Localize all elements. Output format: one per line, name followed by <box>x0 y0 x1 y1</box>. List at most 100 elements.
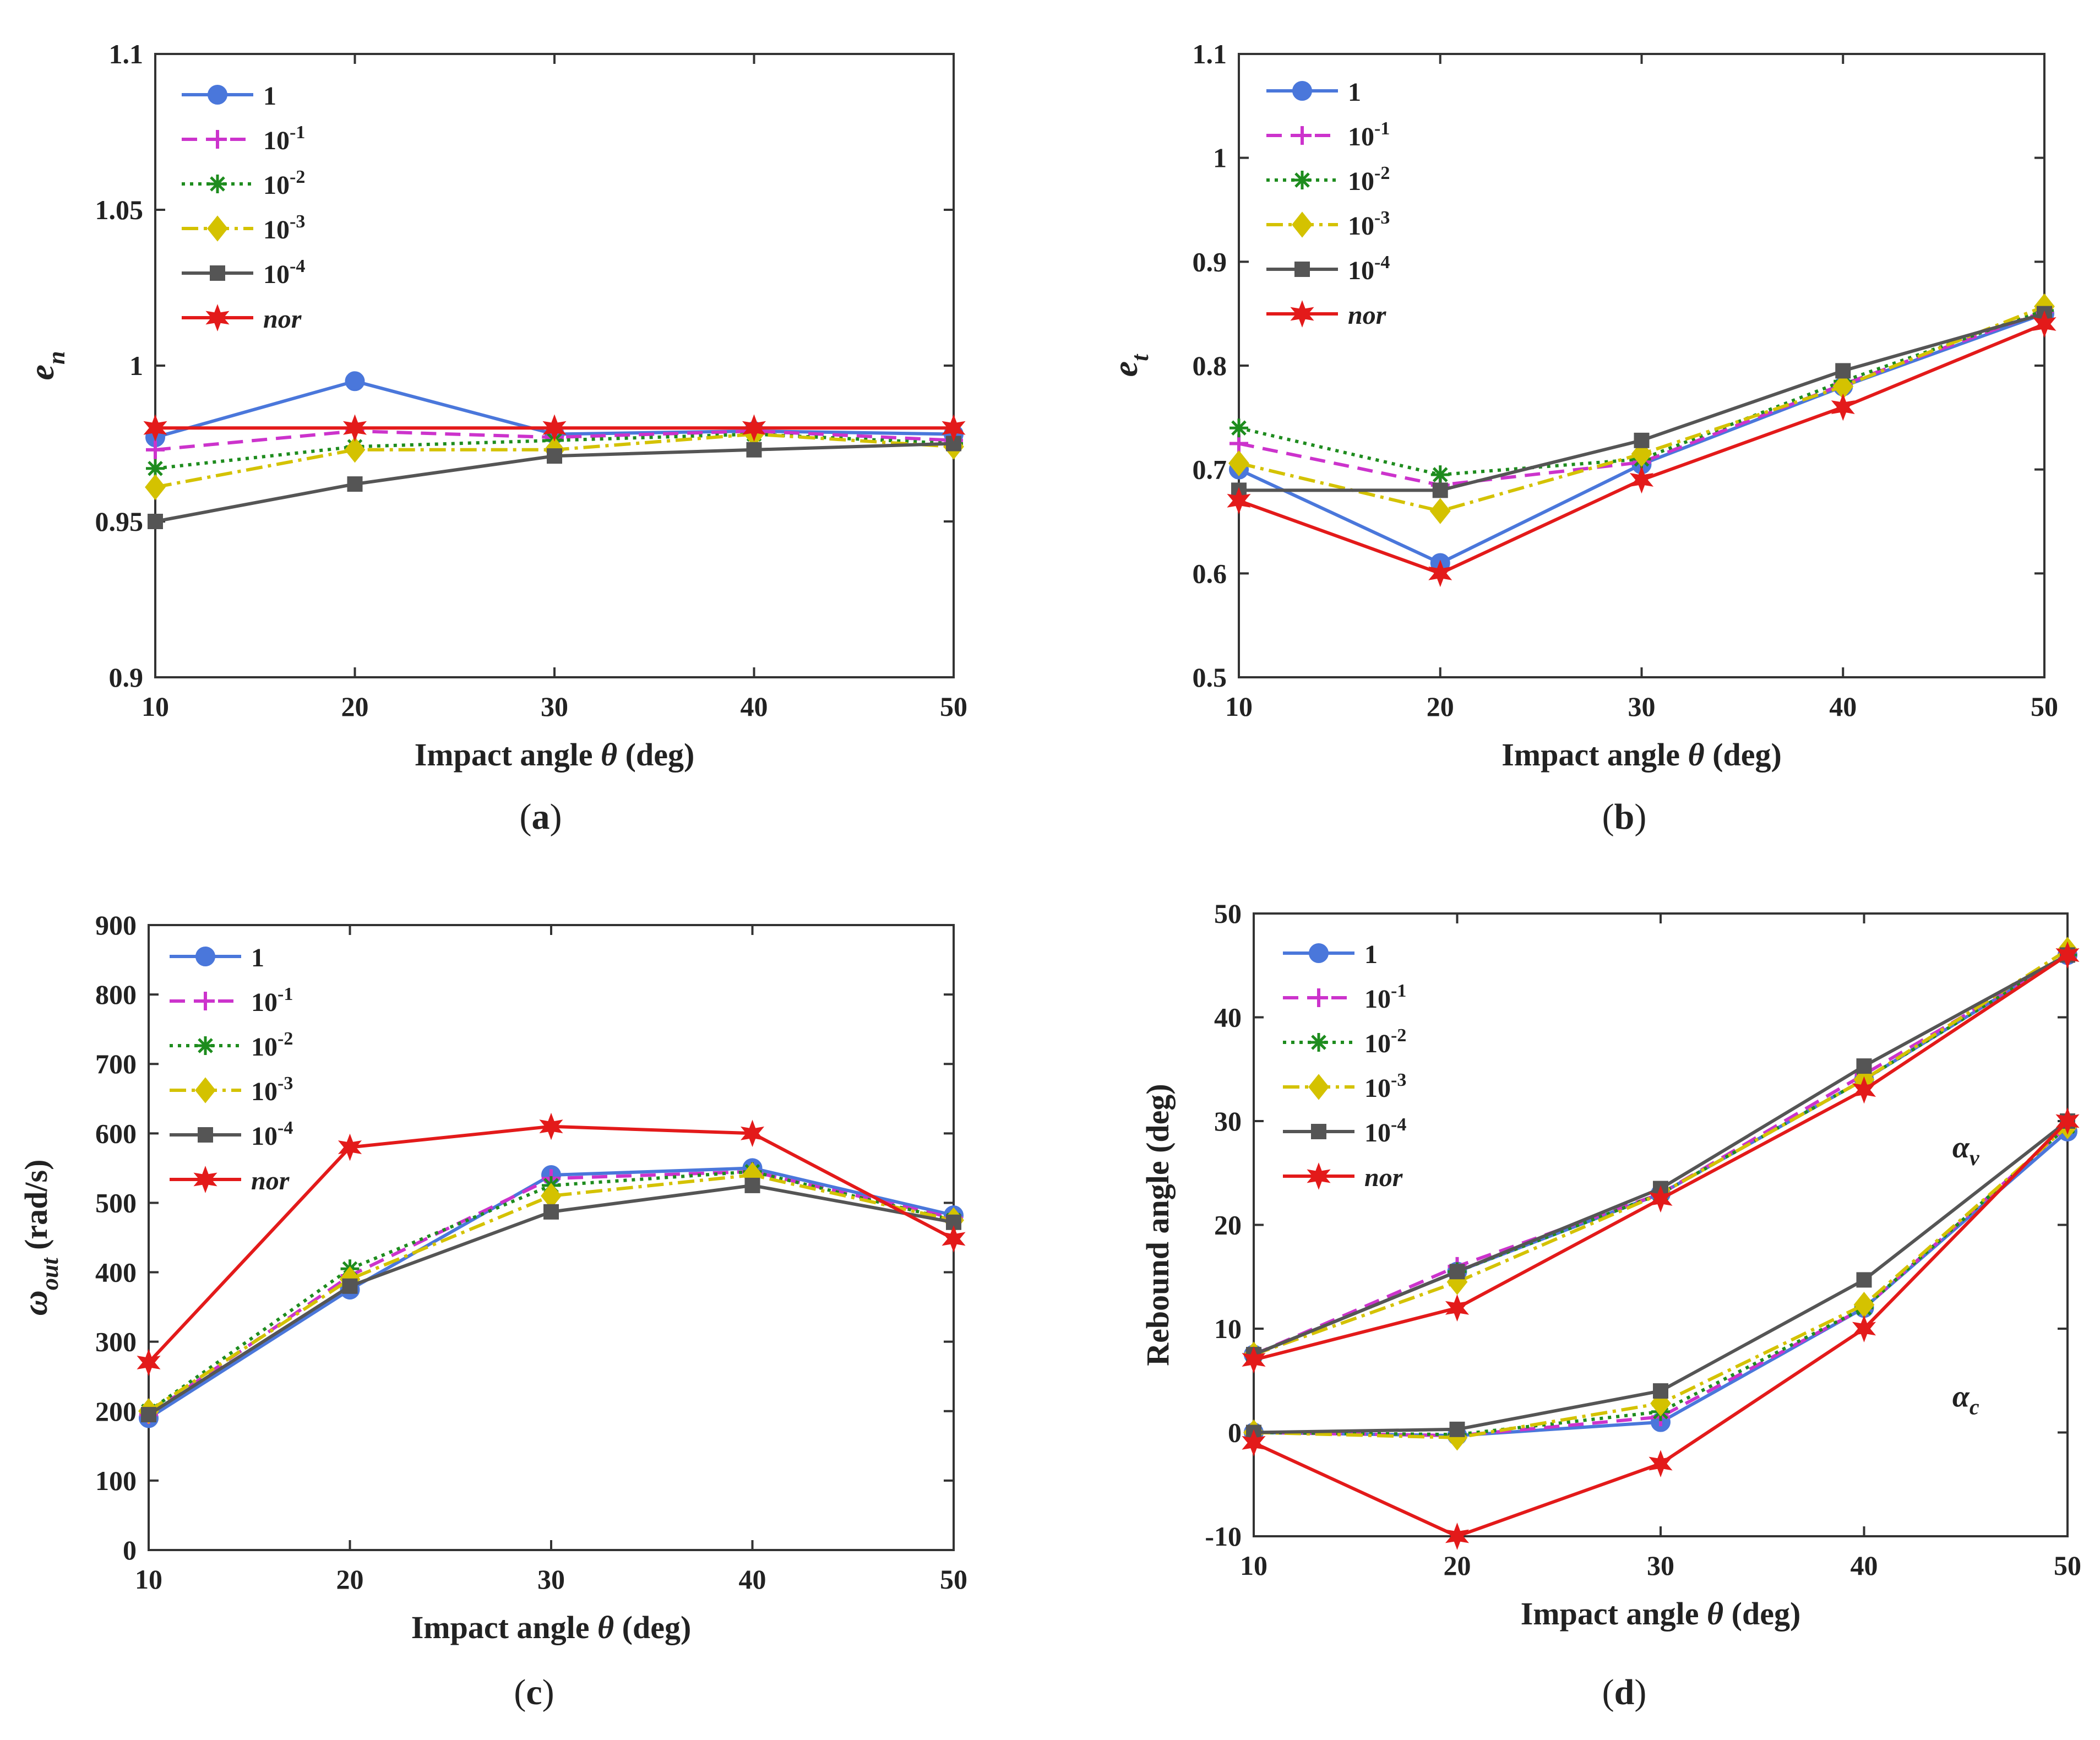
data-point <box>942 1225 966 1253</box>
legend-marker <box>208 130 227 149</box>
panel-caption: (c) <box>514 1672 554 1712</box>
series-line <box>155 432 954 470</box>
legend-marker <box>1292 81 1312 101</box>
data-point <box>547 448 562 464</box>
legend-marker <box>208 175 227 193</box>
series-line <box>1253 953 2069 1356</box>
x-tick-label: 40 <box>1851 1550 1878 1581</box>
x-tick-label: 10 <box>1240 1550 1267 1581</box>
data-point <box>543 1204 559 1220</box>
data-point <box>746 442 762 458</box>
data-point <box>1428 559 1452 588</box>
legend-label: 10-3 <box>263 211 305 244</box>
legend-marker <box>208 85 227 105</box>
x-axis-label: Impact angle θ (deg) <box>1521 1596 1801 1632</box>
x-tick-label: 40 <box>741 691 768 722</box>
x-tick-label: 30 <box>1628 691 1656 722</box>
legend-marker <box>198 1127 213 1143</box>
data-point <box>145 474 166 501</box>
series-line <box>1253 953 2069 1356</box>
x-tick-label: 50 <box>940 1564 967 1595</box>
y-tick-label: 1.1 <box>1193 39 1227 69</box>
y-tick-label: 1.05 <box>95 194 144 225</box>
data-point <box>137 1349 161 1377</box>
legend-label: 10-4 <box>263 256 305 289</box>
data-point <box>1835 363 1851 379</box>
legend-marker <box>193 1166 217 1193</box>
y-tick-label: 400 <box>95 1257 137 1288</box>
y-tick-label: 900 <box>95 910 137 940</box>
y-tick-label: 0.9 <box>1193 246 1227 277</box>
series-line <box>147 1124 955 1364</box>
data-point <box>1856 1272 1872 1288</box>
x-tick-label: 50 <box>2054 1550 2081 1581</box>
y-axis-label: ωout (rad/s) <box>15 1160 63 1316</box>
y-tick-label: 0.5 <box>1193 662 1227 693</box>
legend-label: nor <box>251 1166 290 1195</box>
legend: 1 10-1 10-2 10-3 10-4 nor <box>182 81 305 334</box>
data-point <box>1229 418 1248 438</box>
x-axis-label: Impact angle θ (deg) <box>411 1610 692 1645</box>
x-tick-label: 20 <box>1427 691 1454 722</box>
panel-caption: (b) <box>1602 797 1647 837</box>
x-tick-label: 30 <box>541 691 568 722</box>
x-axis-label: Impact angle θ (deg) <box>1501 737 1782 773</box>
data-point <box>2055 941 2080 969</box>
data-point <box>1649 1450 1673 1477</box>
data-point <box>1430 465 1450 485</box>
series-line <box>1238 309 2045 477</box>
legend-marker <box>1290 300 1314 328</box>
x-tick-label: 10 <box>1225 691 1253 722</box>
legend-label: 10-1 <box>263 122 305 155</box>
y-tick-label: 200 <box>95 1396 137 1427</box>
legend-marker <box>1309 943 1329 963</box>
data-point <box>1227 487 1251 515</box>
x-tick-label: 40 <box>739 1564 766 1595</box>
data-point <box>2032 310 2057 338</box>
data-point <box>1856 1058 1872 1074</box>
legend-marker <box>205 304 230 331</box>
series-s6 <box>137 1112 966 1377</box>
legend-marker <box>207 215 228 242</box>
legend-label: 10-4 <box>251 1118 293 1151</box>
data-point <box>1629 466 1654 494</box>
x-axis-label: Impact angle θ (deg) <box>415 737 695 773</box>
data-point <box>1429 498 1451 524</box>
legend-marker <box>1294 262 1310 277</box>
legend-marker <box>1309 988 1328 1007</box>
annotation: αv <box>1952 1130 1980 1170</box>
data-point <box>347 476 363 492</box>
x-tick-label: 50 <box>2031 691 2058 722</box>
x-tick-label: 20 <box>336 1564 364 1595</box>
legend-marker <box>1311 1124 1326 1139</box>
series-line <box>148 1183 954 1416</box>
y-axis-label: en <box>22 351 70 380</box>
chart-c: 10 20 30 40 500100200300400500600700800900Im… <box>15 910 967 1712</box>
legend-label: 10-2 <box>1364 1025 1406 1058</box>
data-point <box>1242 1346 1266 1374</box>
data-point <box>1449 1264 1465 1280</box>
data-point <box>1634 432 1650 448</box>
legend-label: 1 <box>263 81 276 111</box>
legend: 1 10-1 10-2 10-3 10-4 nor <box>1283 940 1406 1192</box>
data-point <box>1449 1421 1465 1437</box>
y-tick-label: 800 <box>95 979 137 1010</box>
legend-label: 10-2 <box>1348 163 1390 196</box>
y-tick-label: 0.95 <box>95 506 144 537</box>
series-s6 <box>143 414 966 442</box>
data-point <box>542 414 567 442</box>
series-line <box>1253 953 2069 1362</box>
data-point <box>2055 1107 2080 1135</box>
y-tick-label: 700 <box>95 1048 137 1079</box>
series-line <box>1253 953 2069 1356</box>
y-tick-label: 0.7 <box>1193 454 1227 485</box>
chart-a: 10 20 30 40 50 0.9 0.95 1 1.05 1.1 Impact angle θ … <box>22 39 967 837</box>
legend-label: 10-4 <box>1364 1114 1406 1148</box>
y-tick-label: 40 <box>1214 1002 1242 1033</box>
legend-marker <box>1307 1162 1331 1190</box>
data-point <box>345 371 365 392</box>
x-tick-label: 30 <box>537 1564 565 1595</box>
legend-label: 1 <box>1348 78 1361 107</box>
legend-marker <box>1309 1033 1328 1052</box>
data-point <box>1649 1185 1673 1213</box>
